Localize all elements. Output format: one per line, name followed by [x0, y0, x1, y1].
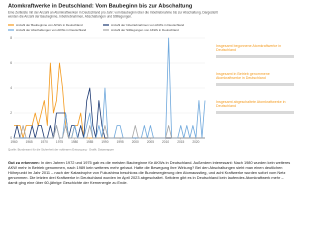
x-tick-label: 1975	[56, 140, 63, 144]
x-tick-label: 1985	[86, 140, 93, 144]
y-tick-label: 0	[10, 136, 12, 140]
x-tick-label: 2010	[162, 140, 169, 144]
x-tick-label: 1990	[101, 140, 108, 144]
x-tick-label: 2005	[147, 140, 154, 144]
x-tick-label: 1980	[71, 140, 78, 144]
chart-title: Atomkraftwerke in Deutschland: Vom Baube…	[8, 3, 193, 9]
x-tick-label: 2015	[177, 140, 184, 144]
stat-label: Insgesamt abgeschaltete Atomkraftwerke i…	[216, 100, 286, 109]
series-line	[14, 62, 205, 139]
legend-label: Anzahl der Abschaltungen von AKWs in Deu…	[16, 28, 87, 32]
page: Atomkraftwerke in Deutschland html, body…	[8, 3, 294, 185]
y-tick-label: 6	[10, 61, 12, 65]
x-tick-label: 2020	[192, 140, 199, 144]
stat-label: Insgesamt begonnene Atomkraftwerke in De…	[216, 44, 282, 53]
x-tick-label: 1965	[26, 140, 33, 144]
series-line	[14, 125, 205, 139]
chart-subtitle: Eine Zeitleiste mit der Anzahl an Atomkr…	[8, 10, 218, 18]
source: Quelle: Bundesamt für die Sicherheit der…	[8, 148, 114, 152]
page-wrap: Atomkraftwerke in Deutschland: Vom Baube…	[8, 3, 294, 185]
stat-bar	[216, 110, 294, 114]
paragraph-text: In den Jahren 1972 und 1975 gab es die m…	[8, 160, 291, 185]
x-tick-label: 2000	[132, 140, 139, 144]
legend-label: Anzahl der Stilllegungen von AKWs in Deu…	[111, 28, 179, 32]
stat-label: Insgesamt in Betrieb genommene Atomkraft…	[216, 72, 270, 81]
chart: Atomkraftwerke in Deutschland: Vom Baube…	[8, 3, 218, 152]
paragraph: Gut zu erkennen: In den Jahren 1972 und …	[8, 160, 292, 185]
stat-box: Insgesamt begonnene Atomkraftwerke in De…	[216, 44, 294, 58]
stat-bar	[216, 54, 294, 58]
y-tick-label: 2	[10, 111, 12, 115]
x-tick-label: 1970	[41, 140, 48, 144]
legend-label: Anzahl der Baubeginne von AKWs in Deutsc…	[16, 23, 83, 27]
x-tick-label: 1995	[117, 140, 124, 144]
paragraph-lead: Gut zu erkennen:	[8, 160, 40, 165]
body: {"chart_data": {"type": "line", "title":…	[8, 3, 294, 185]
legend-label: Anzahl der Inbetriebnahmen von AKWs in D…	[111, 23, 184, 27]
y-tick-label: 4	[10, 86, 12, 90]
x-tick-label: 1960	[10, 140, 17, 144]
stat-box: Insgesamt abgeschaltete Atomkraftwerke i…	[216, 100, 294, 114]
y-tick-label: 8	[10, 36, 12, 40]
stat-box: Insgesamt in Betrieb genommene Atomkraft…	[216, 72, 294, 86]
stat-bar	[216, 82, 294, 86]
